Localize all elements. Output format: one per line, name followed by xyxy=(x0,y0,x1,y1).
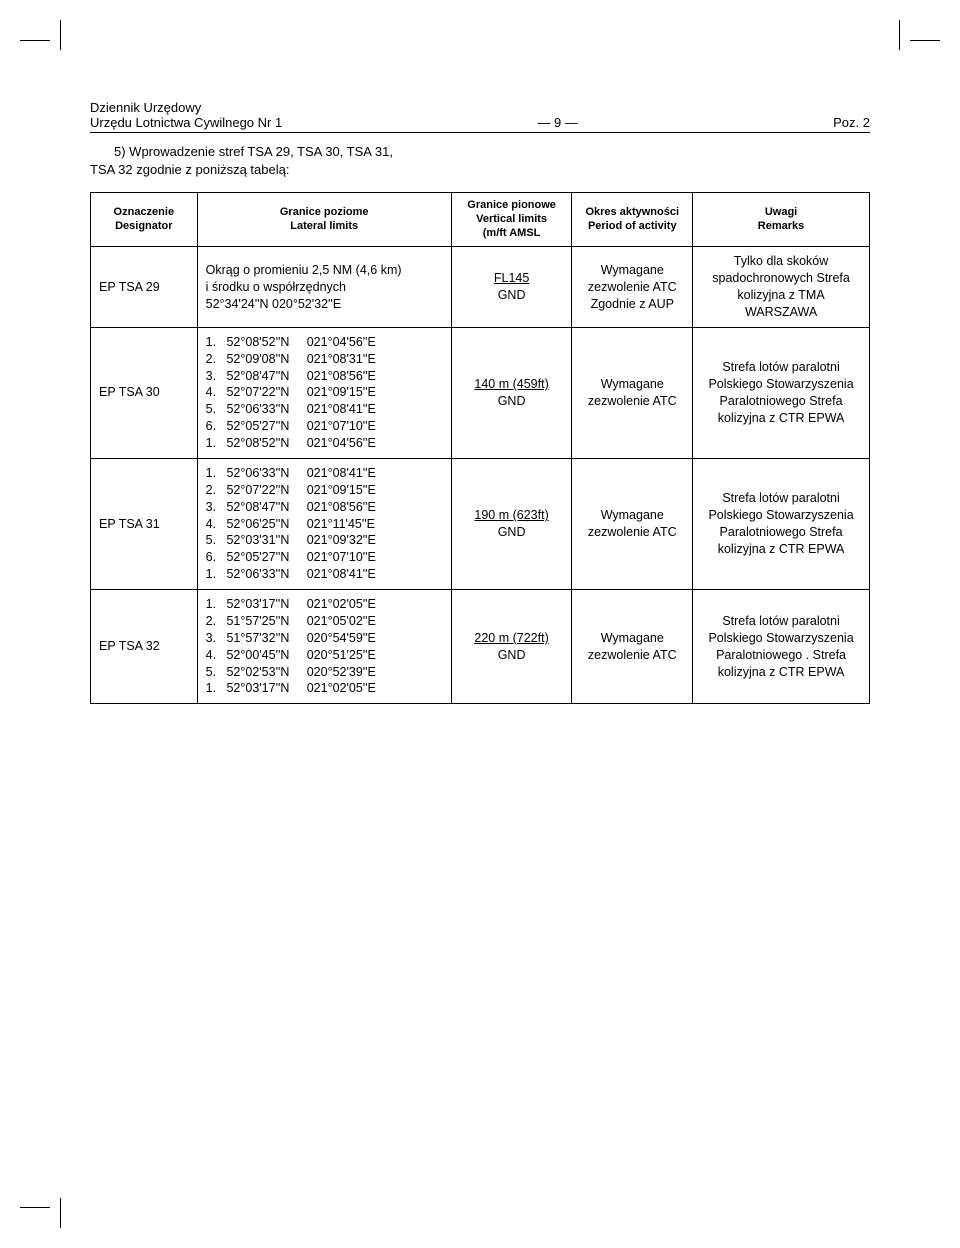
cell-vertical: 140 m (459ft) GND xyxy=(451,327,572,458)
cell-remarks: Tylko dla skoków spadochronowych Strefa … xyxy=(693,247,870,328)
coord-line: 5. 52°03'31''N 021°09'32''E xyxy=(206,532,443,549)
vertical-bottom: GND xyxy=(498,525,526,539)
header-line1: Dziennik Urzędowy xyxy=(90,100,870,115)
coord-line: 5. 52°02'53''N 020°52'39''E xyxy=(206,664,443,681)
col-vertical: Granice pionowe Vertical limits (m/ft AM… xyxy=(451,193,572,247)
table-row: EP TSA 321. 52°03'17''N 021°02'05''E2. 5… xyxy=(91,590,870,704)
col-header-en: Remarks xyxy=(758,220,804,232)
header-poz: Poz. 2 xyxy=(833,115,870,130)
coord-line: 1. 52°06'33''N 021°08'41''E xyxy=(206,566,443,583)
coord-line: 1. 52°08'52''N 021°04'56''E xyxy=(206,435,443,452)
col-header-en: Vertical limits xyxy=(476,213,547,225)
cell-period: Wymagane zezwolenie ATC xyxy=(572,458,693,589)
cell-vertical: 220 m (722ft) GND xyxy=(451,590,572,704)
coord-line: 1. 52°08'52''N 021°04'56''E xyxy=(206,334,443,351)
col-designator: Oznaczenie Designator xyxy=(91,193,198,247)
crop-mark xyxy=(910,40,940,41)
coord-line: 1. 52°06'33''N 021°08'41''E xyxy=(206,465,443,482)
vertical-top: 140 m (459ft) xyxy=(474,377,548,391)
cell-remarks: Strefa lotów paralotni Polskiego Stowarz… xyxy=(693,327,870,458)
col-period: Okres aktywności Period of activity xyxy=(572,193,693,247)
cell-lateral: 1. 52°03'17''N 021°02'05''E2. 51°57'25''… xyxy=(197,590,451,704)
document-page: Dziennik Urzędowy Urzędu Lotnictwa Cywil… xyxy=(0,0,960,1248)
coord-line: 1. 52°03'17''N 021°02'05''E xyxy=(206,680,443,697)
col-remarks: Uwagi Remarks xyxy=(693,193,870,247)
cell-period: Wymagane zezwolenie ATC xyxy=(572,590,693,704)
crop-mark xyxy=(20,1207,50,1208)
vertical-bottom: GND xyxy=(498,648,526,662)
coord-line: 2. 51°57'25''N 021°05'02''E xyxy=(206,613,443,630)
header-title: Urzędu Lotnictwa Cywilnego Nr 1 xyxy=(90,115,282,130)
coord-line: 3. 52°08'47''N 021°08'56''E xyxy=(206,368,443,385)
col-header-pl: Granice poziome xyxy=(280,206,369,218)
coord-line: 3. 51°57'32''N 020°54'59''E xyxy=(206,630,443,647)
cell-remarks: Strefa lotów paralotni Polskiego Stowarz… xyxy=(693,590,870,704)
cell-remarks: Strefa lotów paralotni Polskiego Stowarz… xyxy=(693,458,870,589)
cell-lateral: 1. 52°06'33''N 021°08'41''E2. 52°07'22''… xyxy=(197,458,451,589)
page-header: Dziennik Urzędowy Urzędu Lotnictwa Cywil… xyxy=(90,100,870,133)
cell-designator: EP TSA 30 xyxy=(91,327,198,458)
cell-designator: EP TSA 29 xyxy=(91,247,198,328)
vertical-top: 220 m (722ft) xyxy=(474,631,548,645)
cell-lateral: Okrąg o promieniu 2,5 NM (4,6 km) i środ… xyxy=(197,247,451,328)
cell-designator: EP TSA 32 xyxy=(91,590,198,704)
coord-line: 2. 52°07'22''N 021°09'15''E xyxy=(206,482,443,499)
coord-line: 5. 52°06'33''N 021°08'41''E xyxy=(206,401,443,418)
coord-line: 6. 52°05'27''N 021°07'10''E xyxy=(206,549,443,566)
coord-line: 4. 52°06'25''N 021°11'45''E xyxy=(206,516,443,533)
cell-vertical: 190 m (623ft) GND xyxy=(451,458,572,589)
coord-line: 1. 52°03'17''N 021°02'05''E xyxy=(206,596,443,613)
vertical-top: FL145 xyxy=(494,271,529,285)
table-row: EP TSA 29Okrąg o promieniu 2,5 NM (4,6 k… xyxy=(91,247,870,328)
crop-mark xyxy=(60,1198,61,1228)
coord-line: 4. 52°07'22''N 021°09'15''E xyxy=(206,384,443,401)
col-header-en: Designator xyxy=(115,220,172,232)
cell-vertical: FL145 GND xyxy=(451,247,572,328)
col-header-pl: Granice pionowe xyxy=(467,199,556,211)
col-header-en: Lateral limits xyxy=(290,220,358,232)
cell-designator: EP TSA 31 xyxy=(91,458,198,589)
table-row: EP TSA 311. 52°06'33''N 021°08'41''E2. 5… xyxy=(91,458,870,589)
cell-lateral: 1. 52°08'52''N 021°04'56''E2. 52°09'08''… xyxy=(197,327,451,458)
coord-line: 3. 52°08'47''N 021°08'56''E xyxy=(206,499,443,516)
intro-line2: TSA 32 zgodnie z poniższą tabelą: xyxy=(90,161,870,179)
crop-mark xyxy=(60,20,61,50)
vertical-bottom: GND xyxy=(498,394,526,408)
col-header-pl: Okres aktywności xyxy=(585,206,679,218)
col-header-en: Period of activity xyxy=(588,220,677,232)
airspace-table: Oznaczenie Designator Granice poziome La… xyxy=(90,192,870,704)
col-header-pl: Oznaczenie xyxy=(114,206,175,218)
coord-line: 2. 52°09'08''N 021°08'31''E xyxy=(206,351,443,368)
col-header-pl: Uwagi xyxy=(765,206,797,218)
intro-text: 5) Wprowadzenie stref TSA 29, TSA 30, TS… xyxy=(90,143,870,178)
crop-mark xyxy=(899,20,900,50)
coord-line: 6. 52°05'27''N 021°07'10''E xyxy=(206,418,443,435)
cell-period: Wymagane zezwolenie ATC xyxy=(572,327,693,458)
coord-line: 4. 52°00'45''N 020°51'25''E xyxy=(206,647,443,664)
intro-line1: 5) Wprowadzenie stref TSA 29, TSA 30, TS… xyxy=(90,143,870,161)
vertical-top: 190 m (623ft) xyxy=(474,508,548,522)
crop-mark xyxy=(20,40,50,41)
col-lateral: Granice poziome Lateral limits xyxy=(197,193,451,247)
page-number: — 9 — xyxy=(282,115,833,130)
vertical-bottom: GND xyxy=(498,288,526,302)
col-header-sub: (m/ft AMSL xyxy=(483,227,541,239)
table-header-row: Oznaczenie Designator Granice poziome La… xyxy=(91,193,870,247)
table-row: EP TSA 301. 52°08'52''N 021°04'56''E2. 5… xyxy=(91,327,870,458)
cell-period: Wymagane zezwolenie ATC Zgodnie z AUP xyxy=(572,247,693,328)
